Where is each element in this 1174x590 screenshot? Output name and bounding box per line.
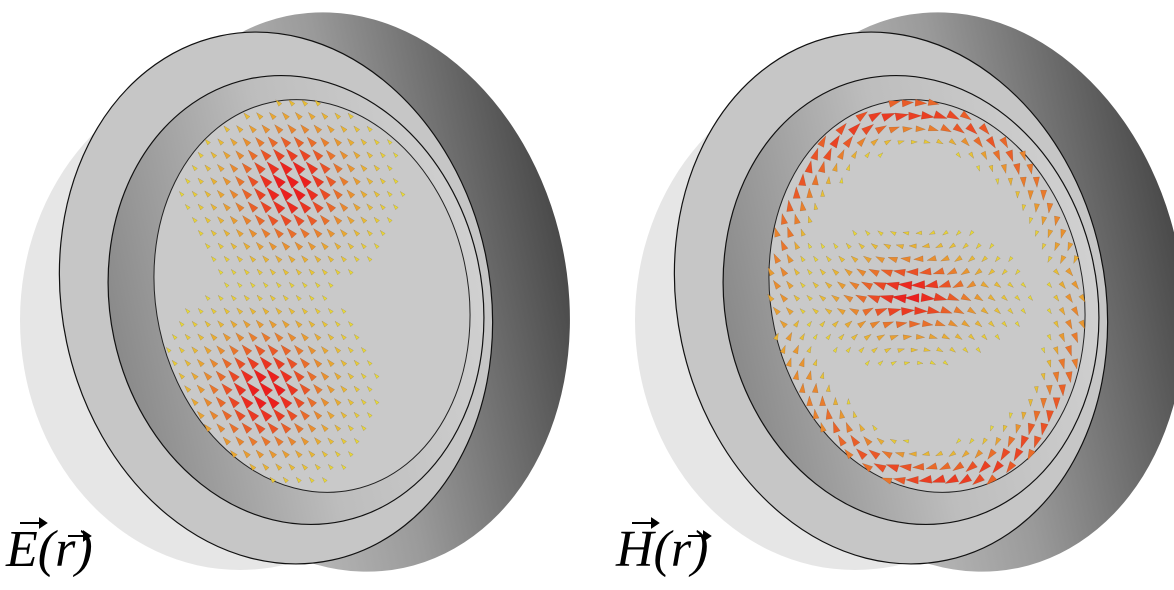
field-label: H(r)	[615, 521, 708, 578]
cavity-panel	[626, 0, 1174, 590]
field-label: E(r)	[5, 521, 93, 578]
cavity-panel	[11, 0, 621, 590]
figure: E(r) H(r)	[0, 0, 1174, 590]
